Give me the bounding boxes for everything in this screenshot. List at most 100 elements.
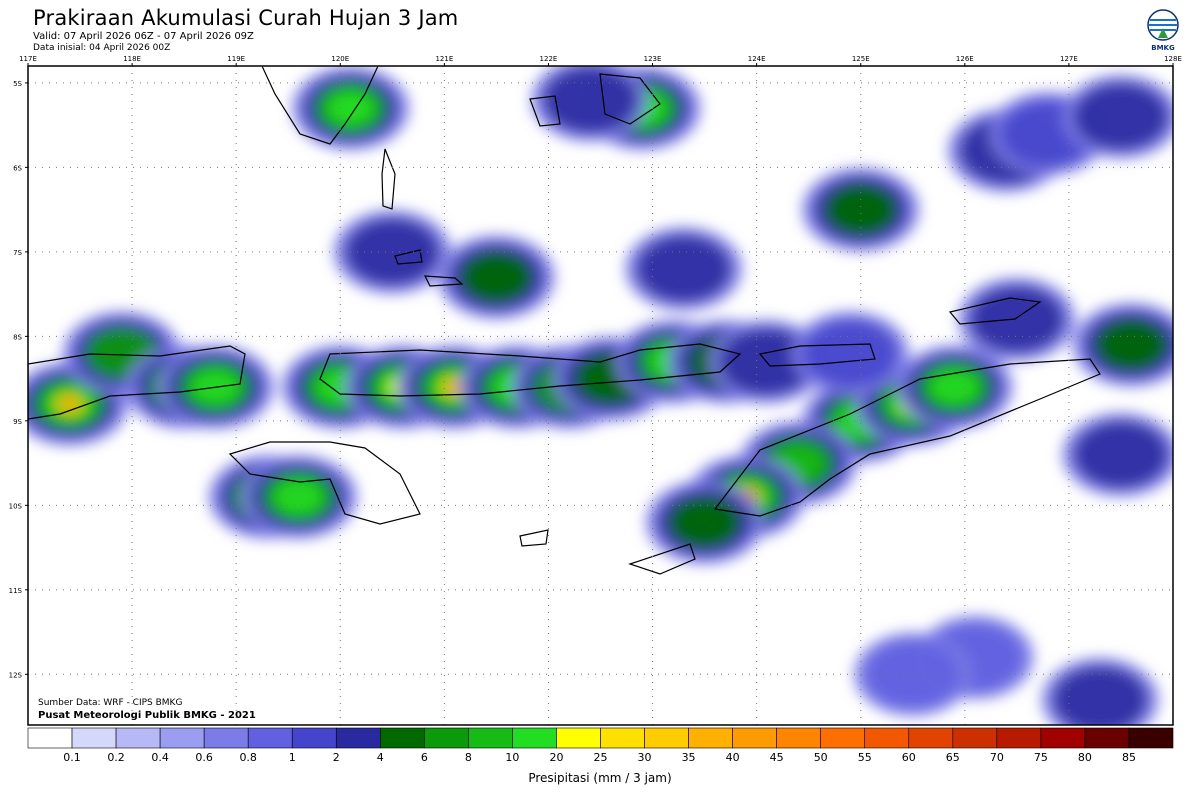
legend-swatch <box>644 727 689 749</box>
legend-value: 70 <box>990 751 1004 764</box>
lat-label: 8S <box>13 333 22 341</box>
legend-swatch <box>159 727 205 749</box>
legend-swatch <box>27 727 73 749</box>
precipitation-map: 117E 118E 119E 120E 121E 122E 123E 124E 125E 126E… <box>9 55 1182 764</box>
legend-swatch <box>952 727 998 749</box>
timor-coast <box>713 358 1101 517</box>
legend-value: 0.8 <box>239 751 257 764</box>
lon-label: 128E <box>1164 55 1182 63</box>
lon-label: 123E <box>644 55 662 63</box>
legend-swatch <box>1128 727 1174 749</box>
lon-label: 122E <box>540 55 558 63</box>
lon-label: 121E <box>435 55 453 63</box>
precip-cell <box>460 251 533 304</box>
legend-value: 85 <box>1122 751 1136 764</box>
legend-swatch <box>864 727 910 749</box>
lon-label: 117E <box>19 55 37 63</box>
bonerate-coast <box>394 249 423 265</box>
lon-label: 124E <box>748 55 766 63</box>
legend-swatch <box>732 727 777 749</box>
legend-value: 0.4 <box>151 751 169 764</box>
bmkg-logo-icon <box>1147 9 1179 41</box>
precip-cell <box>668 496 741 549</box>
wetar-coast <box>948 297 1042 325</box>
legend-swatch <box>1084 727 1130 749</box>
valid-time: Valid: 07 April 2026 06Z - 07 April 2026… <box>33 31 254 42</box>
data-source: Sumber Data: WRF - CIPS BMKG <box>38 698 183 708</box>
legend-value: 35 <box>682 751 696 764</box>
legend-swatch <box>468 727 513 749</box>
legend-swatch <box>688 727 733 749</box>
legend-swatch <box>380 727 425 749</box>
precip-cell <box>273 478 324 515</box>
lat-label: 7S <box>13 249 22 257</box>
legend-swatch <box>600 727 645 749</box>
lat-label: 6S <box>13 164 22 172</box>
precip-cell <box>1073 82 1169 151</box>
lon-label: 118E <box>123 55 141 63</box>
legend-value: 6 <box>421 751 428 764</box>
legend-swatch <box>512 727 557 749</box>
legend-value: 20 <box>549 751 563 764</box>
flores-coast <box>319 343 742 397</box>
legend-value: 45 <box>770 751 784 764</box>
initial-time: Data inisial: 04 April 2026 00Z <box>33 43 171 53</box>
legend-swatch <box>247 727 293 749</box>
coastlines <box>28 66 1101 575</box>
legend-value: 25 <box>594 751 608 764</box>
lat-label: 12S <box>9 671 23 679</box>
precip-cell <box>1094 318 1168 371</box>
legend-swatch <box>556 727 601 749</box>
legend-value: 2 <box>333 751 340 764</box>
lon-label: 127E <box>1060 55 1078 63</box>
legend-value: 60 <box>902 751 916 764</box>
legend-value: 30 <box>638 751 652 764</box>
legend-value: 4 <box>377 751 384 764</box>
latitude-labels: 5S 6S 7S 8S 9S 10S 11S 12S <box>9 80 28 679</box>
lon-label: 126E <box>956 55 974 63</box>
producer-credit: Pusat Meteorologi Publik BMKG - 2021 <box>38 710 256 721</box>
map-frame <box>27 65 1174 726</box>
tanahjampea-coast <box>423 275 464 287</box>
legend-value: 80 <box>1078 751 1092 764</box>
legend-swatch <box>71 727 117 749</box>
precip-cell <box>929 369 980 406</box>
legend-value: 55 <box>858 751 872 764</box>
lat-label: 5S <box>13 80 22 88</box>
lon-label: 125E <box>852 55 870 63</box>
page-title: Prakiraan Akumulasi Curah Hujan 3 Jam <box>33 6 459 30</box>
legend-swatch <box>776 727 821 749</box>
precip-cell <box>1052 665 1148 725</box>
selayar-coast <box>381 148 396 210</box>
precip-cell <box>1073 420 1169 489</box>
logo-text: BMKG <box>1151 44 1175 52</box>
legend-value: 0.1 <box>63 751 81 764</box>
legend-value: 10 <box>505 751 519 764</box>
buton-coast <box>599 73 661 125</box>
lat-label: 9S <box>13 418 22 426</box>
legend-swatch <box>335 727 381 749</box>
legend-value: 8 <box>465 751 472 764</box>
legend-value: 40 <box>726 751 740 764</box>
precip-cell <box>336 98 365 119</box>
legend-value: 75 <box>1034 751 1048 764</box>
lat-label: 10S <box>9 502 23 510</box>
legend-swatch <box>996 727 1042 749</box>
legend-swatch <box>820 727 866 749</box>
legend-swatch <box>291 727 337 749</box>
precip-cell <box>636 234 732 303</box>
sawu-coast <box>519 529 549 547</box>
sumba-coast <box>228 441 421 525</box>
legend-value: 50 <box>814 751 828 764</box>
precip-cell <box>824 183 898 236</box>
legend-title: Presipitasi (mm / 3 jam) <box>528 771 672 785</box>
legend-swatch <box>203 727 249 749</box>
lat-label: 11S <box>9 587 23 595</box>
sulawesi-south-coast <box>261 66 379 145</box>
color-legend: 0.1 0.2 0.4 0.6 0.8 1 2 4 6 8 10 20 25 30 35 40 45 50 55 60… <box>27 727 1174 764</box>
legend-swatch <box>115 727 161 749</box>
precip-cell <box>865 640 961 709</box>
legend-swatch <box>424 727 469 749</box>
legend-value: 65 <box>946 751 960 764</box>
legend-swatch <box>908 727 954 749</box>
